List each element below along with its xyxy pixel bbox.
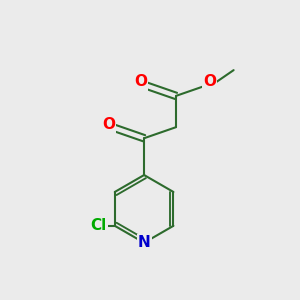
Text: O: O [134, 74, 147, 89]
Text: O: O [203, 74, 216, 89]
Text: O: O [102, 117, 115, 132]
Text: N: N [138, 235, 151, 250]
Text: Cl: Cl [91, 218, 107, 233]
